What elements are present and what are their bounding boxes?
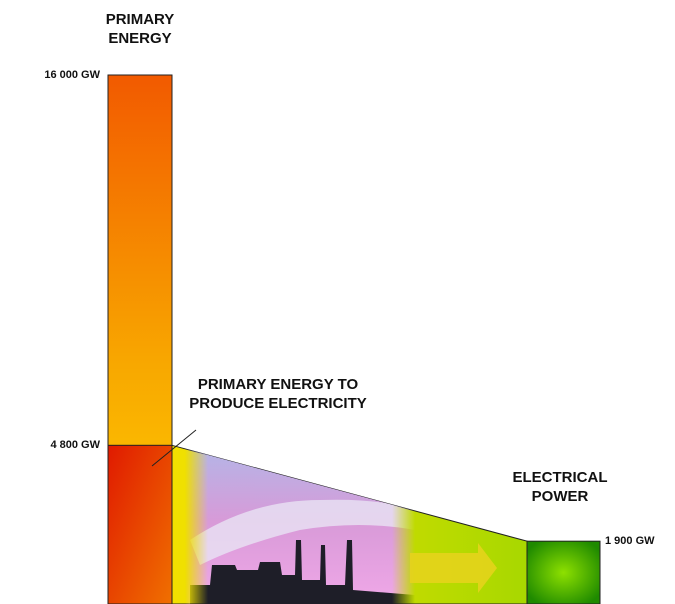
- series-name: ELECTRICAL POWER: [512, 469, 608, 505]
- electricity-input-bar: [107, 444, 173, 604]
- smoke: [190, 499, 415, 565]
- power-plant-photo: [185, 445, 415, 604]
- value-label: 1 900 GW: [605, 535, 655, 547]
- leader-line: [151, 429, 197, 467]
- electrical-power-bar: [526, 540, 601, 604]
- value-label: 16 000 GW: [44, 69, 100, 81]
- skyline: [190, 540, 415, 604]
- series-name: PRIMARY ENERGY TO PRODUCE ELECTRICITY: [189, 376, 367, 412]
- value-label: 4 800 GW: [50, 439, 100, 451]
- series-name: PRIMARY ENERGY: [105, 11, 175, 47]
- arrow: [410, 543, 497, 593]
